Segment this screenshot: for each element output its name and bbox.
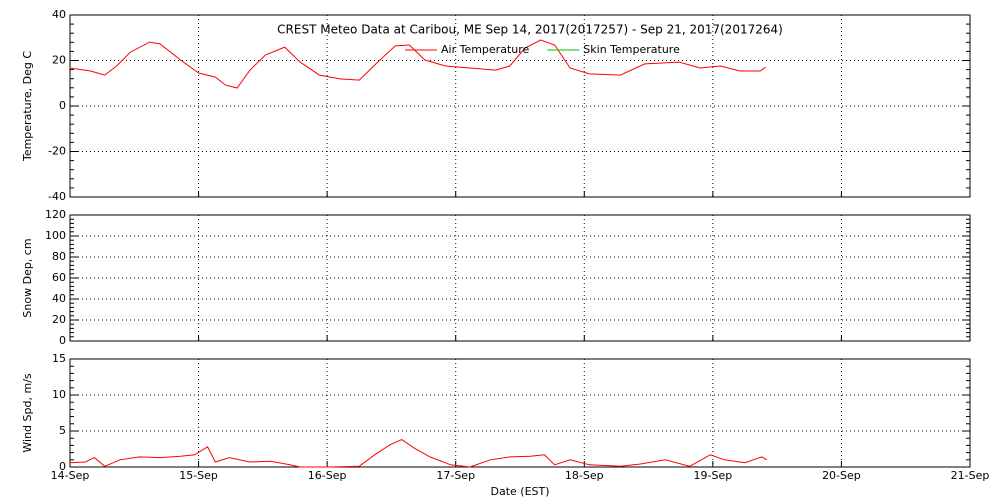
x-tick-label: 20-Sep — [822, 469, 861, 482]
x-tick-label: 17-Sep — [436, 469, 475, 482]
y-tick-label: 5 — [59, 424, 66, 437]
y-tick-label: -20 — [48, 145, 66, 158]
y-tick-label: 120 — [45, 208, 66, 221]
legend-label: Air Temperature — [441, 43, 530, 56]
y-tick-label: -40 — [48, 190, 66, 203]
y-tick-label: 40 — [52, 292, 66, 305]
y-tick-label: 10 — [52, 388, 66, 401]
y-axis-label: Wind Spd, m/s — [21, 373, 34, 453]
y-tick-label: 0 — [59, 334, 66, 347]
y-tick-label: 100 — [45, 229, 66, 242]
x-tick-label: 18-Sep — [565, 469, 604, 482]
x-tick-label: 19-Sep — [694, 469, 733, 482]
plot-frame — [69, 358, 971, 468]
y-tick-label: 20 — [52, 54, 66, 67]
x-tick-label: 15-Sep — [179, 469, 218, 482]
y-tick-label: 60 — [52, 271, 66, 284]
x-tick-label: 14-Sep — [51, 469, 90, 482]
x-tick-label: 16-Sep — [308, 469, 347, 482]
y-axis-label: Temperature, Deg C — [21, 51, 34, 162]
data-line — [69, 439, 768, 468]
y-tick-label: 40 — [52, 8, 66, 21]
x-axis-label: Date (EST) — [490, 485, 549, 498]
y-tick-label: 0 — [59, 99, 66, 112]
y-tick-label: 0 — [59, 460, 66, 473]
y-tick-label: 80 — [52, 250, 66, 263]
y-axis-label: Snow Dep, cm — [21, 238, 34, 317]
data-line — [69, 39, 766, 89]
chart-title: CREST Meteo Data at Caribou, ME Sep 14, … — [277, 23, 783, 37]
x-tick-label: 21-Sep — [951, 469, 990, 482]
y-tick-label: 15 — [52, 352, 66, 365]
legend-label: Skin Temperature — [583, 43, 680, 56]
y-tick-label: 20 — [52, 313, 66, 326]
